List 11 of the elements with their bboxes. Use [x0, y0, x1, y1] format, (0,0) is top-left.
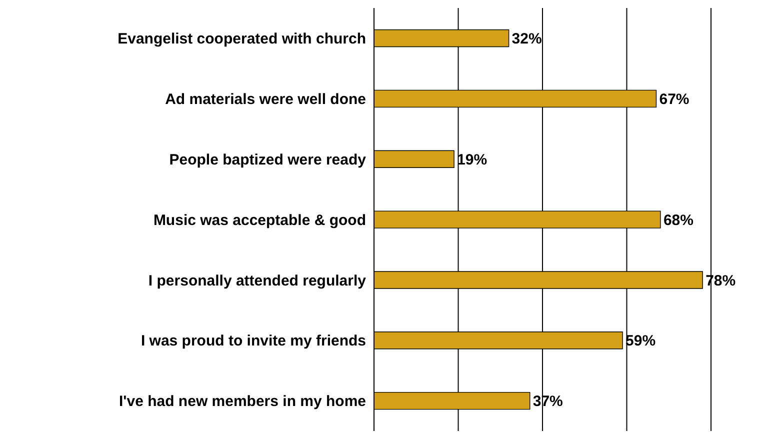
y-tick-label: I was proud to invite my friends — [140, 332, 366, 350]
data-label: 67% — [659, 91, 690, 108]
y-tick-label: I personally attended regularly — [148, 272, 367, 290]
data-label: 19% — [457, 151, 488, 168]
y-tick-label: Ad materials were well done — [165, 90, 366, 108]
y-tick-label: People baptized were ready — [169, 151, 367, 168]
data-label: 32% — [512, 30, 542, 48]
data-label: 68% — [663, 212, 694, 229]
y-tick-label: Evangelist cooperated with church — [118, 30, 366, 48]
y-tick-label: Music was acceptable & good — [153, 212, 366, 229]
y-tick-label: I've had new members in my home — [119, 393, 366, 410]
